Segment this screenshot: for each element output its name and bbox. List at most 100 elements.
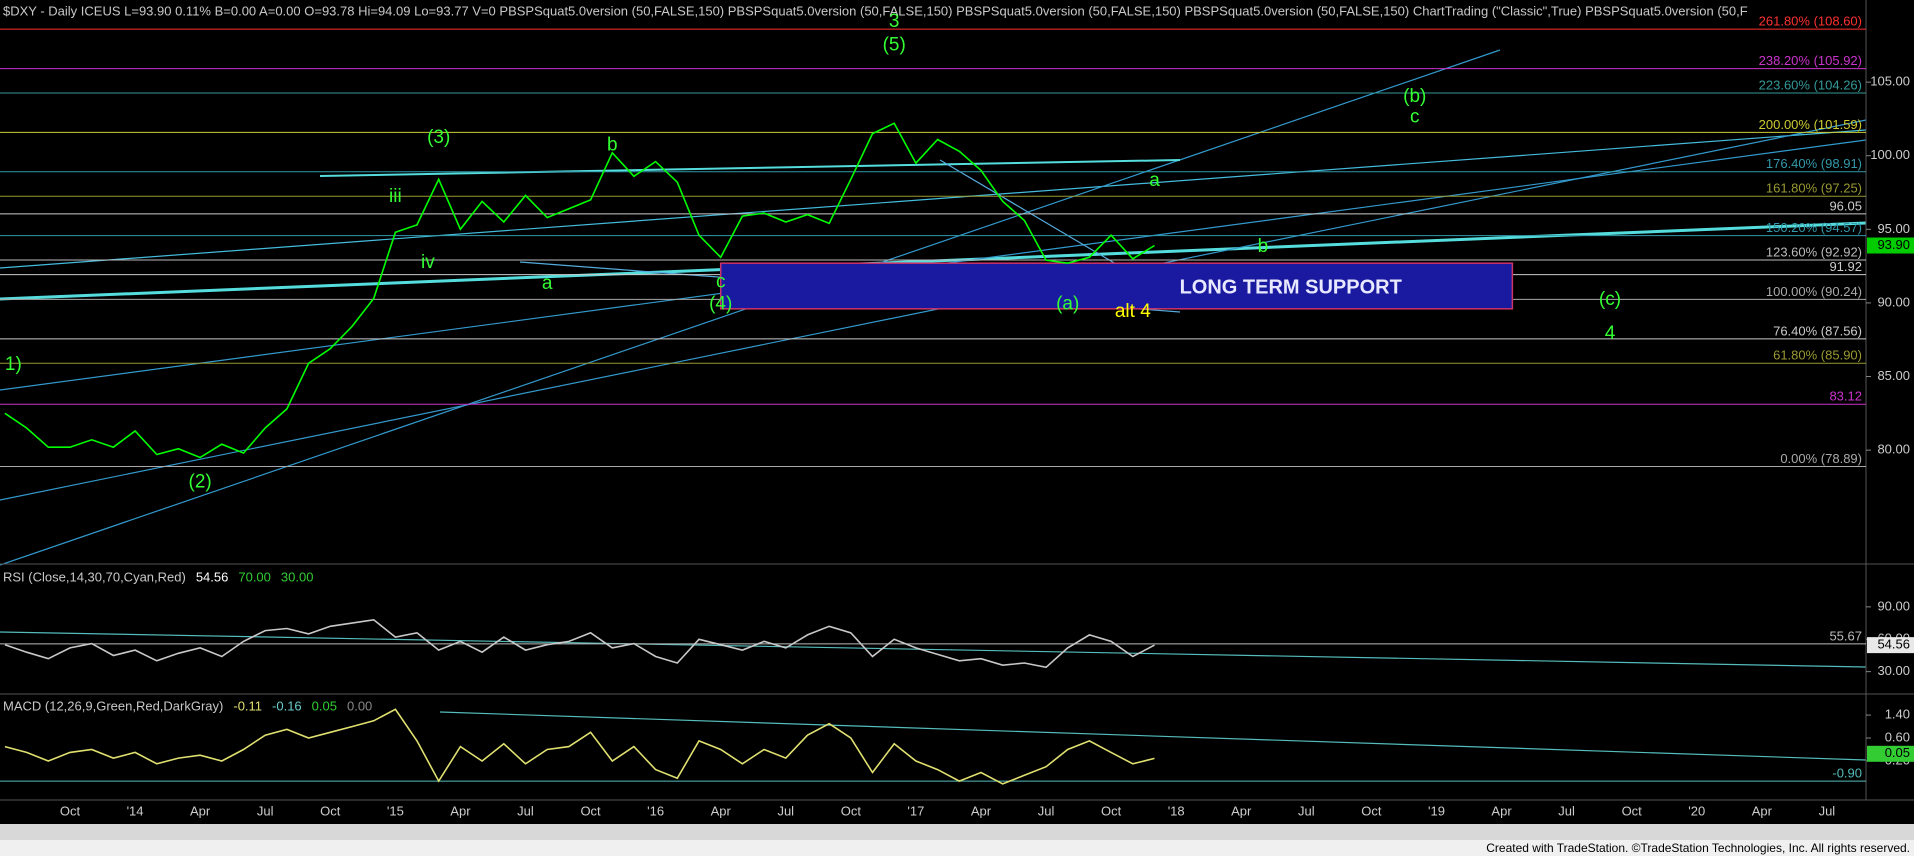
x-tick-label: Apr — [1231, 803, 1252, 818]
x-tick-label: '20 — [1688, 803, 1705, 818]
level-label: 91.92 — [1829, 259, 1862, 274]
wave-label: (2) — [189, 472, 212, 493]
level-label: 161.80% (97.25) — [1766, 181, 1862, 196]
x-tick-label: Jul — [777, 803, 794, 818]
x-tick-label: Apr — [1752, 803, 1773, 818]
wave-label: iii — [389, 186, 402, 207]
level-label: 61.80% (85.90) — [1773, 348, 1862, 363]
wave-label: a — [1149, 170, 1160, 191]
support-zone — [719, 262, 1514, 310]
wave-label: 1) — [5, 354, 22, 375]
level-label: 223.60% (104.26) — [1759, 77, 1862, 92]
x-tick-label: '18 — [1168, 803, 1185, 818]
x-tick-label: Apr — [1491, 803, 1512, 818]
level-label: 200.00% (101.59) — [1759, 117, 1862, 132]
x-tick-label: Jul — [257, 803, 274, 818]
wave-label: (b) — [1403, 86, 1426, 107]
level-label: 100.00% (90.24) — [1766, 284, 1862, 299]
series-line — [4, 618, 1155, 669]
x-tick-label: Apr — [971, 803, 992, 818]
last-value-tag — [1867, 637, 1914, 654]
x-tick-label: Jul — [1819, 803, 1836, 818]
level-label: 123.60% (92.92) — [1766, 244, 1862, 259]
legend-value: 70.00 — [238, 569, 271, 584]
x-tick-label: '14 — [127, 803, 144, 818]
wave-label: (c) — [1599, 289, 1621, 310]
legend-value: 54.56 — [196, 569, 229, 584]
legend-value: -0.16 — [272, 698, 302, 713]
series-line — [4, 708, 1155, 785]
footer: Created with TradeStation. ©TradeStation… — [1486, 841, 1910, 855]
pane-title: RSI (Close,14,30,70,Cyan,Red) — [3, 569, 186, 584]
wave-label: b — [1258, 236, 1269, 257]
x-tick-label: '19 — [1428, 803, 1445, 818]
x-tick-label: Jul — [1298, 803, 1315, 818]
scrollbar[interactable] — [0, 824, 1914, 840]
level-label: -0.90 — [1832, 766, 1862, 781]
wave-label: b — [607, 134, 618, 155]
pane-title: MACD (12,26,9,Green,Red,DarkGray) — [3, 698, 223, 713]
x-tick-label: '17 — [907, 803, 924, 818]
legend-value: 0.00 — [347, 698, 372, 713]
y-tick-label: 90.00 — [1877, 598, 1910, 613]
wave-label: c — [1410, 106, 1420, 127]
x-tick-label: Oct — [60, 803, 81, 818]
wave-label: (5) — [883, 34, 906, 55]
legend-value: 0.05 — [312, 698, 337, 713]
x-tick-label: Oct — [841, 803, 862, 818]
y-tick-label: 90.00 — [1877, 294, 1910, 309]
y-tick-label: 95.00 — [1877, 221, 1910, 236]
last-value-tag — [1867, 745, 1914, 762]
last-value-label: 54.56 — [1877, 637, 1910, 652]
last-value-label: 93.90 — [1877, 237, 1910, 252]
trend-line — [0, 631, 1867, 668]
wave-label: (4) — [709, 293, 732, 314]
trend-line — [319, 159, 1181, 177]
x-tick-label: Oct — [320, 803, 341, 818]
last-value-label: 0.05 — [1885, 745, 1910, 760]
y-tick-label: 80.00 — [1877, 442, 1910, 457]
footer-bar — [0, 840, 1914, 856]
pane-title: $DXY - Daily ICEUS L=93.90 0.11% B=0.00 … — [3, 3, 1748, 18]
wave-label: alt 4 — [1115, 301, 1151, 322]
y-tick-label: 0.60 — [1885, 729, 1910, 744]
series-line — [4, 122, 1155, 459]
level-label: 96.05 — [1829, 198, 1862, 213]
level-label: 55.67 — [1829, 628, 1862, 643]
y-tick-label: 100.00 — [1870, 147, 1910, 162]
trend-line — [439, 711, 1867, 761]
zone-label: LONG TERM SUPPORT — [1180, 276, 1402, 298]
last-value-tag — [1867, 237, 1914, 254]
level-label: 238.20% (105.92) — [1759, 53, 1862, 68]
x-tick-label: Jul — [1038, 803, 1055, 818]
x-tick-label: Apr — [190, 803, 211, 818]
level-label: 83.12 — [1829, 389, 1862, 404]
trend-line — [0, 119, 1867, 501]
x-tick-label: Oct — [1622, 803, 1643, 818]
x-tick-label: Jul — [517, 803, 534, 818]
x-tick-label: Oct — [1101, 803, 1122, 818]
trend-line — [0, 129, 1867, 269]
y-tick-label: 85.00 — [1877, 368, 1910, 383]
wave-label: 3 — [889, 11, 900, 32]
x-tick-label: '15 — [387, 803, 404, 818]
y-tick-label: 105.00 — [1870, 74, 1910, 89]
wave-label: (3) — [427, 127, 450, 148]
x-tick-label: Jul — [1558, 803, 1575, 818]
x-tick-label: Oct — [580, 803, 601, 818]
x-tick-label: Apr — [450, 803, 471, 818]
legend-value: -0.11 — [233, 698, 262, 713]
x-tick-label: Apr — [711, 803, 732, 818]
wave-label: (a) — [1056, 293, 1079, 314]
wave-label: iv — [421, 252, 435, 273]
y-tick-label: 30.00 — [1877, 663, 1910, 678]
level-label: 150.20% (94.57) — [1766, 220, 1862, 235]
x-tick-label: Oct — [1361, 803, 1382, 818]
level-label: 0.00% (78.89) — [1780, 451, 1862, 466]
y-tick-label: 1.40 — [1885, 707, 1910, 722]
wave-label: a — [542, 273, 553, 294]
level-label: 176.40% (98.91) — [1766, 156, 1862, 171]
